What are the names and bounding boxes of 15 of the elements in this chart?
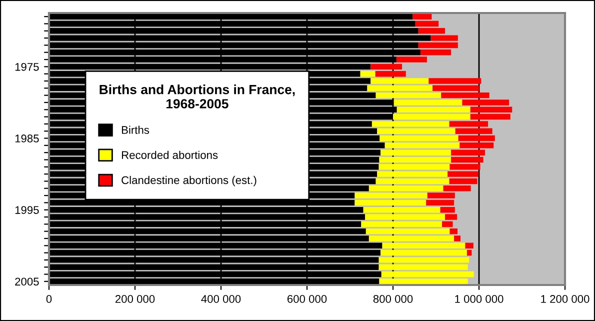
- legend-label: Births: [122, 126, 150, 134]
- x-tick-label: 1 000 000: [455, 295, 504, 303]
- x-tick-label: 600 000: [287, 295, 327, 303]
- x-tick-label: 200 000: [115, 295, 155, 303]
- x-tick-label: 800 000: [373, 295, 413, 303]
- x-tick-label: 0: [46, 295, 52, 303]
- legend-label: Clandestine abortions (est.): [122, 176, 256, 186]
- y-tick-label: 1985: [15, 134, 39, 142]
- text: Births and Abortions in France, 1968-2005: [100, 84, 295, 108]
- x-tick-label: 1 200 000: [541, 295, 590, 303]
- legend-label: Recorded abortions: [122, 150, 218, 159]
- y-tick-label: 1975: [15, 62, 39, 71]
- x-tick-label: 400 000: [201, 295, 241, 303]
- y-tick-label: 1995: [15, 206, 39, 214]
- y-tick-label: 2005: [15, 278, 39, 286]
